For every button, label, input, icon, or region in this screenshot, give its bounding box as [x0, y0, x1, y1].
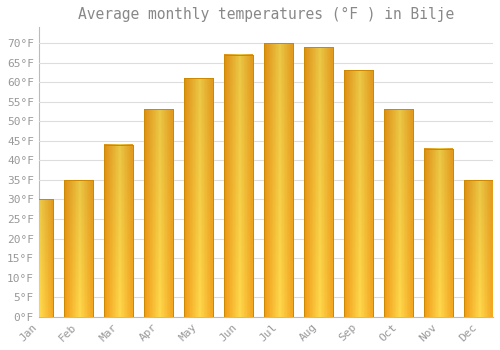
Bar: [144, 110, 173, 317]
Bar: [384, 110, 413, 317]
Bar: [184, 78, 213, 317]
Bar: [24, 199, 53, 317]
Bar: [104, 145, 133, 317]
Bar: [24, 199, 53, 317]
Bar: [384, 110, 413, 317]
Bar: [264, 43, 293, 317]
Bar: [464, 180, 493, 317]
Bar: [64, 180, 93, 317]
Bar: [464, 180, 493, 317]
Bar: [264, 43, 293, 317]
Bar: [424, 149, 453, 317]
Bar: [304, 47, 333, 317]
Title: Average monthly temperatures (°F ) in Bilje: Average monthly temperatures (°F ) in Bi…: [78, 7, 454, 22]
Bar: [344, 70, 373, 317]
Bar: [424, 149, 453, 317]
Bar: [184, 78, 213, 317]
Bar: [144, 110, 173, 317]
Bar: [64, 180, 93, 317]
Bar: [224, 55, 253, 317]
Bar: [104, 145, 133, 317]
Bar: [304, 47, 333, 317]
Bar: [224, 55, 253, 317]
Bar: [344, 70, 373, 317]
